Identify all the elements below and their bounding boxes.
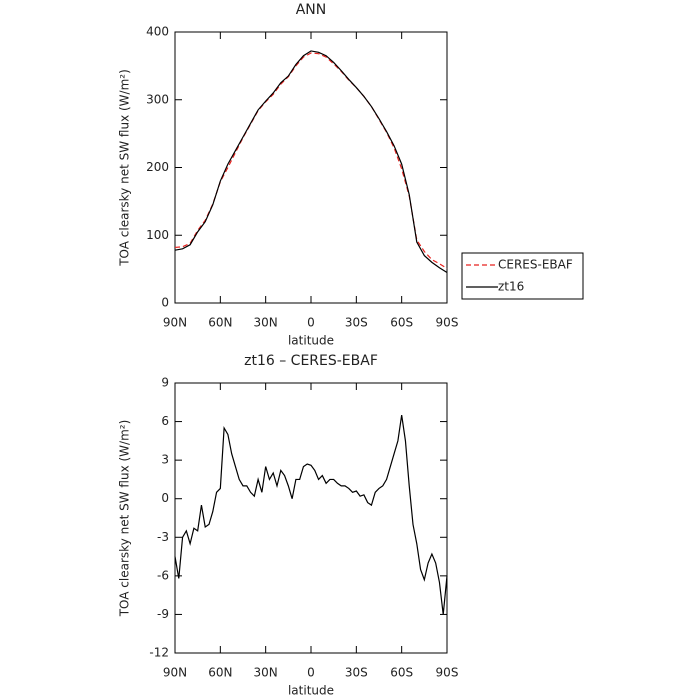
x-tick-label: 30N bbox=[254, 666, 278, 680]
y-tick-label: -12 bbox=[149, 646, 169, 660]
legend-label: CERES-EBAF bbox=[498, 258, 573, 272]
y-tick-label: 0 bbox=[161, 296, 169, 310]
x-tick-label: 30S bbox=[345, 666, 368, 680]
x-tick-label: 90N bbox=[163, 316, 187, 330]
x-tick-label: 30N bbox=[254, 316, 278, 330]
y-tick-label: 300 bbox=[146, 92, 169, 106]
x-axis-label: latitude bbox=[288, 334, 334, 348]
x-tick-label: 90S bbox=[436, 666, 459, 680]
y-tick-label: 200 bbox=[146, 160, 169, 174]
chart-title: ANN bbox=[296, 2, 327, 18]
x-tick-label: 60N bbox=[208, 666, 232, 680]
y-tick-label: 9 bbox=[161, 376, 169, 390]
legend-label: zt16 bbox=[498, 280, 524, 294]
x-tick-label: 60S bbox=[390, 316, 413, 330]
y-tick-label: -3 bbox=[157, 530, 169, 544]
y-tick-label: 0 bbox=[161, 491, 169, 505]
y-tick-label: 6 bbox=[161, 414, 169, 428]
x-tick-label: 90S bbox=[436, 316, 459, 330]
y-tick-label: 400 bbox=[146, 25, 169, 39]
x-tick-label: 0 bbox=[307, 316, 315, 330]
y-tick-label: 100 bbox=[146, 228, 169, 242]
legend: CERES-EBAF zt16 bbox=[461, 252, 584, 300]
y-tick-label: 3 bbox=[161, 453, 169, 467]
series-line bbox=[174, 415, 448, 615]
legend-box bbox=[461, 252, 584, 300]
x-tick-label: 60N bbox=[208, 316, 232, 330]
y-axis-label: TOA clearsky net SW flux (W/m²) bbox=[118, 420, 132, 618]
x-tick-label: 90N bbox=[163, 666, 187, 680]
chart-title: zt16 – CERES-EBAF bbox=[244, 353, 378, 369]
y-tick-label: -6 bbox=[157, 568, 169, 582]
series-line bbox=[174, 50, 448, 274]
x-axis-label: latitude bbox=[288, 684, 334, 698]
plot-frame bbox=[174, 31, 448, 304]
x-tick-label: 60S bbox=[390, 666, 413, 680]
y-axis-label: TOA clearsky net SW flux (W/m²) bbox=[118, 69, 132, 267]
x-tick-label: 30S bbox=[345, 316, 368, 330]
y-tick-label: -9 bbox=[157, 607, 169, 621]
plot-frame bbox=[174, 382, 448, 654]
x-tick-label: 0 bbox=[307, 666, 315, 680]
series-line bbox=[174, 52, 448, 269]
